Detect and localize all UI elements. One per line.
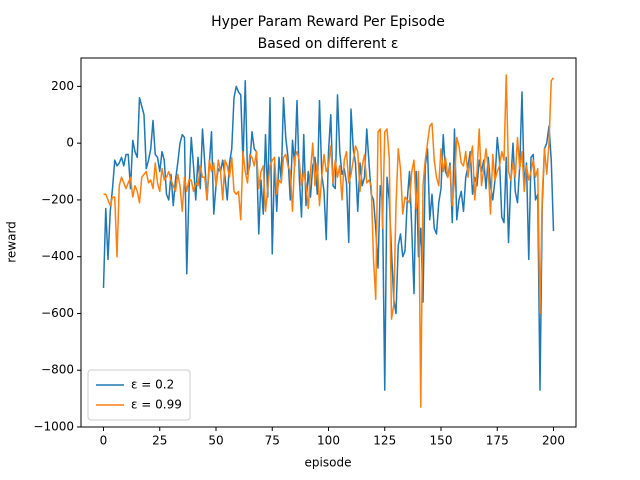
plot-frame	[80, 57, 577, 428]
y-tick-label: −400	[41, 249, 74, 263]
x-tick-label: 175	[486, 434, 509, 448]
series-line	[102, 79, 555, 391]
chart-subtitle: Based on different ε	[258, 36, 399, 52]
y-tick-label: −200	[41, 192, 74, 206]
x-tick-label: 25	[152, 434, 167, 448]
legend-box	[87, 369, 191, 421]
y-tick-label: −1000	[33, 420, 74, 434]
legend-label: ε = 0.2	[131, 378, 174, 392]
x-tick-label: 75	[265, 434, 280, 448]
x-tick-label: 150	[430, 434, 453, 448]
x-tick-label: 0	[100, 434, 108, 448]
x-tick-label: 200	[542, 434, 565, 448]
x-tick-label: 100	[317, 434, 340, 448]
x-axis-label: episode	[305, 456, 352, 470]
x-tick-label: 125	[373, 434, 396, 448]
chart-title: Hyper Param Reward Per Episode	[211, 14, 445, 30]
y-tick-label: −800	[41, 363, 74, 377]
y-tick-label: 200	[51, 79, 74, 93]
x-tick-label: 50	[208, 434, 223, 448]
y-tick-label: −600	[41, 306, 74, 320]
series-line	[103, 74, 555, 408]
y-tick-label: 0	[66, 136, 74, 150]
legend-label: ε = 0.99	[131, 398, 182, 412]
y-axis-label: reward	[5, 221, 19, 263]
